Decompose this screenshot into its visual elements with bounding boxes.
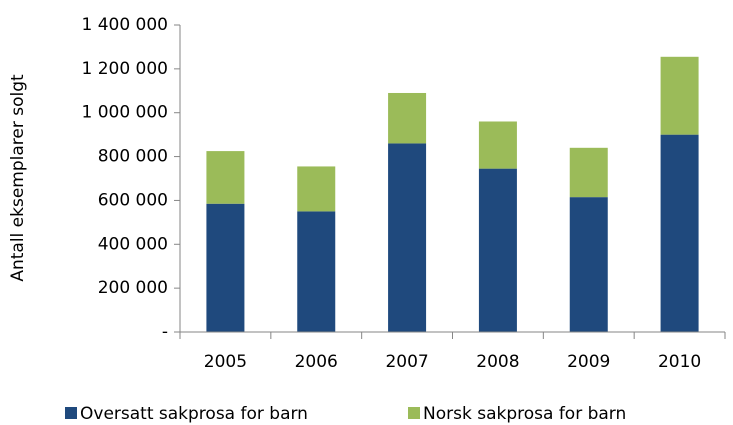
legend-swatch xyxy=(65,407,77,419)
y-tick-label: 200 000 xyxy=(98,278,168,298)
bar-segment xyxy=(297,211,336,332)
y-tick-label: 1 000 000 xyxy=(81,103,168,123)
y-tick-label: 1 400 000 xyxy=(81,15,168,35)
bar-segment xyxy=(388,143,427,332)
x-tick-label: 2008 xyxy=(476,352,519,372)
x-tick-label: 2010 xyxy=(658,352,701,372)
x-tick-label: 2009 xyxy=(567,352,610,372)
bar-segment xyxy=(478,168,517,332)
bar-segment xyxy=(660,134,699,332)
legend-label: Oversatt sakprosa for barn xyxy=(80,404,308,424)
x-tick-label: 2007 xyxy=(385,352,428,372)
bar-segment xyxy=(569,197,608,332)
bar-segment xyxy=(569,147,608,198)
y-tick-label: 400 000 xyxy=(98,234,168,254)
y-tick-label: - xyxy=(162,322,168,342)
y-tick-label: 800 000 xyxy=(98,147,168,167)
y-tick-label: 1 200 000 xyxy=(81,59,168,79)
legend-swatch xyxy=(408,407,420,419)
bar-segment xyxy=(660,56,699,135)
y-tick-label: 600 000 xyxy=(98,190,168,210)
legend-label: Norsk sakprosa for barn xyxy=(423,404,626,424)
bar-segment xyxy=(206,203,245,332)
bar-segment xyxy=(478,121,517,169)
bar-segment xyxy=(297,166,336,212)
bar-segment xyxy=(206,151,245,204)
y-axis-title: Antall eksemplarer solgt xyxy=(8,74,28,282)
bar-segment xyxy=(388,92,427,144)
x-tick-label: 2006 xyxy=(295,352,338,372)
x-tick-label: 2005 xyxy=(204,352,247,372)
